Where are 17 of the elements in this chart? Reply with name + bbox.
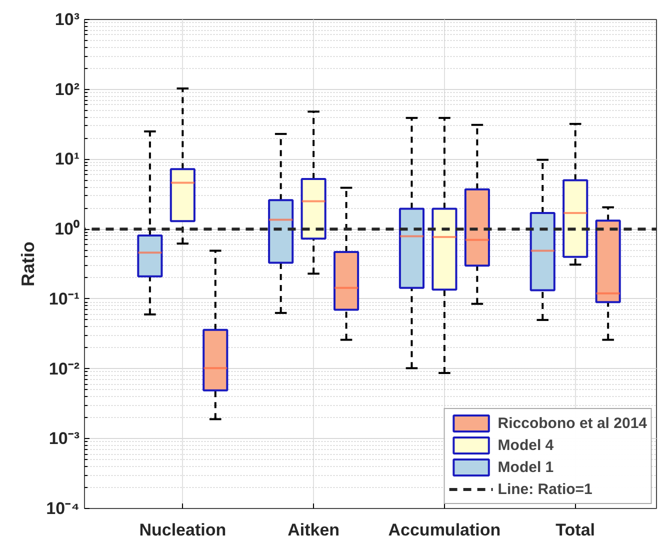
y-tick-label: 10⁻³ (48, 429, 80, 448)
legend-label: Model 4 (498, 436, 554, 454)
x-tick-label: Accumulation (388, 520, 501, 540)
y-tick-label: 10⁻² (48, 359, 80, 378)
y-axis-title: Ratio (18, 241, 38, 286)
x-tick-label: Aitken (288, 520, 340, 540)
y-tick-label: 10³ (54, 10, 80, 29)
legend-label: Riccobono et al 2014 (498, 414, 647, 432)
y-tick-label: 10¹ (54, 150, 80, 169)
legend-label: Line: Ratio=1 (498, 480, 592, 498)
y-tick-label: 10² (54, 80, 80, 99)
y-tick-label: 10⁻¹ (48, 289, 80, 308)
legend-label: Model 1 (498, 458, 554, 476)
y-tick-label: 10⁻⁴ (46, 499, 80, 518)
x-tick-label: Nucleation (139, 520, 226, 540)
y-tick-label: 10⁰ (54, 220, 80, 239)
x-tick-label: Total (556, 520, 596, 540)
